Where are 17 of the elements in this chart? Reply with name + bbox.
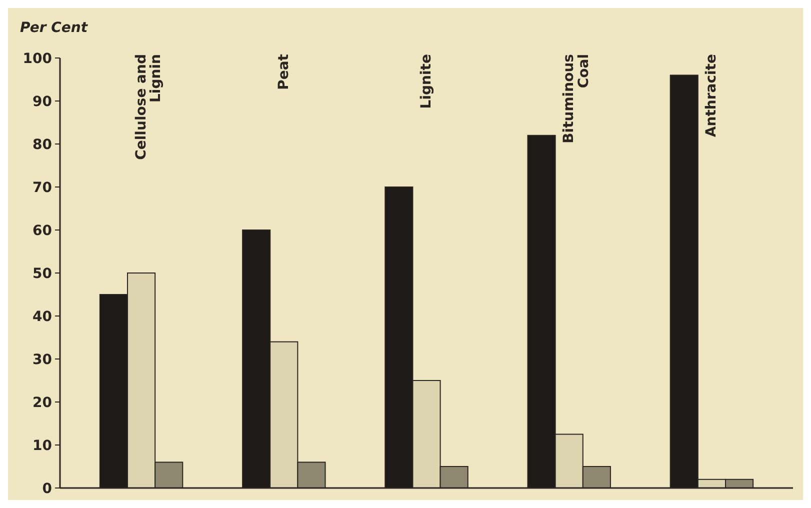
x-tick-label: Anthracite — [704, 54, 720, 138]
x-tick-label: Peat — [276, 54, 292, 90]
y-tick-label: 60 — [32, 222, 52, 239]
y-tick-label: 0 — [42, 480, 52, 497]
y-tick-label: 30 — [32, 352, 52, 368]
y-tick-label: 70 — [32, 180, 52, 196]
y-axis-title: Per Cent — [20, 20, 89, 36]
x-tick-label: Lignite — [418, 54, 434, 109]
y-tick-label: 10 — [32, 438, 52, 454]
y-tick-label: 80 — [32, 136, 52, 153]
y-tick-label: 90 — [32, 94, 52, 110]
y-tick-label: 50 — [32, 266, 52, 282]
y-tick-label: 20 — [32, 394, 52, 411]
x-tick-label: Bituminous Coal — [561, 54, 592, 144]
x-tick-label: Cellulose and Lignin — [133, 54, 164, 160]
y-tick-label: 40 — [32, 308, 52, 325]
y-tick-label: 100 — [22, 50, 52, 67]
